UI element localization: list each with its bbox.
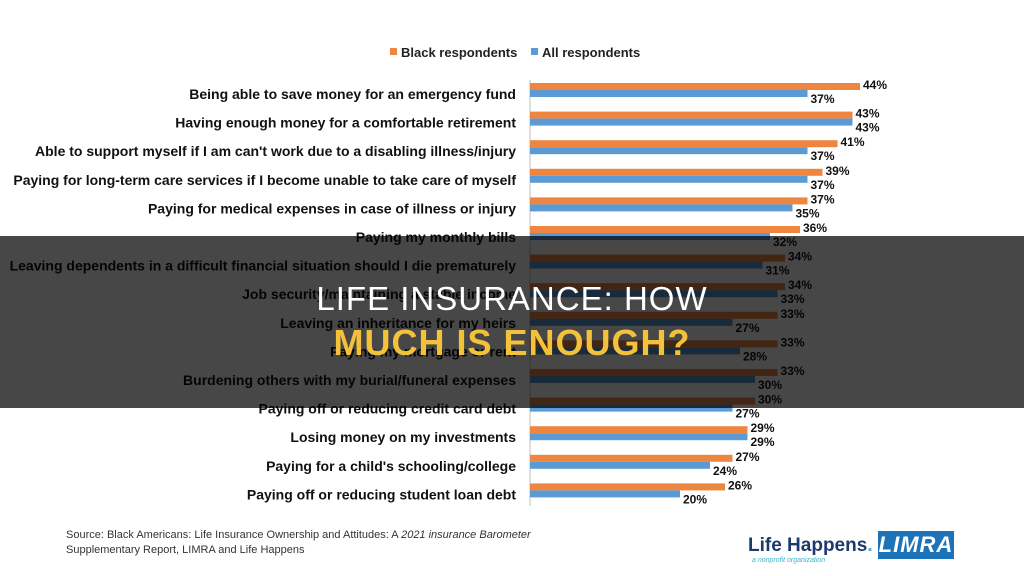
bar-black-respondents [530, 197, 808, 205]
data-label: 43% [856, 107, 880, 121]
bar-black-respondents [530, 168, 823, 176]
bar-black-respondents [530, 140, 838, 148]
data-label: 43% [856, 121, 880, 135]
title-overlay: LIFE INSURANCE: HOW MUCH IS ENOUGH? [0, 236, 1024, 408]
bar-all-respondents [530, 204, 793, 212]
bar-black-respondents [530, 83, 860, 90]
data-label: 44% [863, 78, 887, 92]
bar-black-respondents [530, 111, 853, 119]
bar-all-respondents [530, 490, 680, 498]
data-label: 37% [811, 149, 835, 163]
overlay-title-line-1: LIFE INSURANCE: HOW [316, 280, 708, 317]
data-label: 41% [841, 135, 865, 149]
bar-all-respondents [530, 433, 748, 441]
bar-all-respondents [530, 118, 853, 126]
bar-black-respondents [530, 426, 748, 434]
category-label: Losing money on my investments [290, 429, 516, 445]
legend-swatch-all-respondents [531, 48, 538, 55]
category-label: Having enough money for a comfortable re… [175, 115, 516, 131]
category-label: Paying for long-term care services if I … [13, 172, 516, 188]
logo-dot-icon: . [867, 535, 873, 556]
data-label: 39% [826, 164, 850, 178]
legend-label-all-respondents: All respondents [542, 45, 640, 60]
data-label: 27% [736, 407, 760, 421]
category-label: Paying off or reducing student loan debt [247, 486, 516, 502]
data-label: 36% [803, 221, 827, 235]
life-happens-logo-text: Life Happens [748, 535, 868, 556]
bar-all-respondents [530, 404, 733, 412]
data-label: 35% [796, 206, 820, 220]
data-label: 20% [683, 492, 707, 506]
limra-logo: LIMRA [878, 531, 954, 559]
data-label: 29% [751, 421, 775, 435]
source-italic: 2021 insurance Barometer [401, 529, 531, 541]
source-note: Source: Black Americans: Life Insurance … [66, 528, 536, 558]
category-label: Paying for medical expenses in case of i… [148, 200, 516, 216]
data-label: 26% [728, 478, 752, 492]
bar-black-respondents [530, 226, 800, 233]
data-label: 37% [811, 192, 835, 206]
bar-all-respondents [530, 175, 808, 183]
legend-swatch-black-respondents [390, 48, 397, 55]
category-label: Able to support myself if I am can't wor… [35, 143, 516, 159]
bar-all-respondents [530, 461, 710, 469]
category-label: Being able to save money for an emergenc… [189, 86, 516, 102]
legend: Black respondents All respondents [390, 45, 640, 60]
source-prefix: Source: Black Americans: Life Insurance … [66, 529, 402, 541]
overlay-title-line-2: MUCH IS ENOUGH? [333, 322, 691, 363]
bar-black-respondents [530, 454, 733, 462]
data-label: 29% [751, 435, 775, 449]
life-happens-tagline: a nonprofit organization [752, 557, 826, 564]
data-label: 37% [811, 178, 835, 192]
data-label: 24% [713, 464, 737, 478]
source-suffix: Supplementary Report, LIMRA and Life Hap… [66, 544, 305, 556]
bar-all-respondents [530, 147, 808, 155]
category-label: Paying for a child's schooling/college [266, 458, 516, 474]
legend-label-black-respondents: Black respondents [401, 45, 517, 60]
bar-all-respondents [530, 90, 808, 97]
bar-black-respondents [530, 483, 725, 491]
life-happens-logo: Life Happens. [748, 535, 873, 557]
data-label: 27% [736, 450, 760, 464]
data-label: 37% [811, 92, 835, 106]
